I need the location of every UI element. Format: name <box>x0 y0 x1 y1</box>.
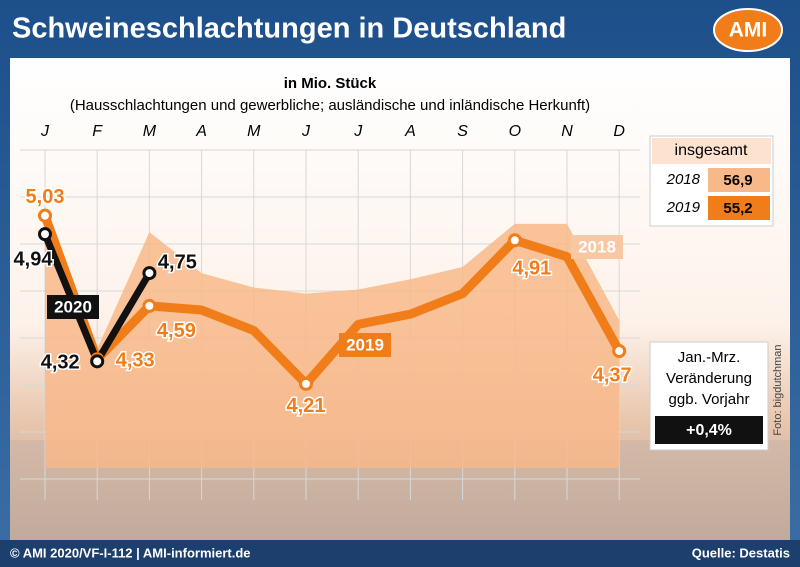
series-label-bg <box>339 333 391 357</box>
totals-swatch <box>708 196 770 220</box>
footer-bar <box>0 540 800 567</box>
x-tick-label: N <box>561 123 573 140</box>
totals-box: insgesamt 2018 56,9 2019 55,2 <box>649 135 774 227</box>
value-label: 4,59 <box>157 320 196 342</box>
x-tick-label: J <box>301 123 311 140</box>
value-label: 4,94 <box>14 248 54 270</box>
change-label: Veränderung <box>666 370 752 387</box>
totals-value: 55,2 <box>723 200 752 217</box>
series-label-bg <box>47 295 99 319</box>
logo-bg <box>713 8 783 52</box>
point <box>90 354 105 369</box>
point <box>612 344 627 359</box>
totals-swatch <box>708 168 770 192</box>
x-tick-label: S <box>457 123 468 140</box>
change-box: Jan.-Mrz. Veränderung ggb. Vorjahr +0,4% <box>649 341 769 451</box>
totals-year: 2019 <box>666 199 701 216</box>
footer: © AMI 2020/VF-I-112 | AMI-informiert.de <box>10 545 251 560</box>
photo-credit: Foto: bigdutchman <box>772 344 784 435</box>
point <box>142 298 157 313</box>
series-label: 2019 <box>346 335 384 354</box>
point <box>507 233 522 248</box>
series-label: 2018 <box>578 237 616 256</box>
value-label: 4,21 <box>287 395 326 417</box>
x-tick-label: D <box>613 123 625 140</box>
value-label: 4,75 <box>158 251 197 273</box>
x-tick-label: O <box>509 123 521 140</box>
value-label: 4,91 <box>512 258 551 280</box>
x-tick-label: M <box>247 123 261 140</box>
value-label: 4,32 <box>41 352 80 374</box>
title: Schweineschlachtungen in Deutschland <box>12 13 566 45</box>
source: Quelle: Destatis <box>692 545 790 560</box>
point <box>38 208 52 223</box>
series-label: 2020 <box>54 297 92 316</box>
value-label: 4,37 <box>593 364 632 386</box>
x-tick-label: M <box>143 123 157 140</box>
subtitle: in Mio. Stück <box>284 75 377 92</box>
x-tick-label: J <box>353 123 363 140</box>
point <box>299 376 313 391</box>
totals-year: 2018 <box>666 171 701 188</box>
series-label-bg <box>571 235 623 259</box>
totals-title: insgesamt <box>675 142 748 159</box>
x-tick-label: F <box>92 123 103 140</box>
line <box>40 214 624 389</box>
x-tick-label: A <box>195 123 207 140</box>
change-bg <box>655 416 763 444</box>
change-value: +0,4% <box>686 422 732 439</box>
logo: AMI <box>729 19 768 42</box>
note: (Hausschlachtungen und gewerbliche; ausl… <box>70 97 590 114</box>
point <box>38 227 52 242</box>
value-label: 4,33 <box>116 350 155 372</box>
totals-head <box>652 138 771 164</box>
x-tick-label: A <box>404 123 416 140</box>
point <box>142 266 157 281</box>
value-label: 5,03 <box>26 186 65 208</box>
change-label: ggb. Vorjahr <box>669 391 750 408</box>
totals-value: 56,9 <box>723 172 752 189</box>
change-label: Jan.-Mrz. <box>678 349 741 366</box>
x-tick-label: J <box>40 123 50 140</box>
